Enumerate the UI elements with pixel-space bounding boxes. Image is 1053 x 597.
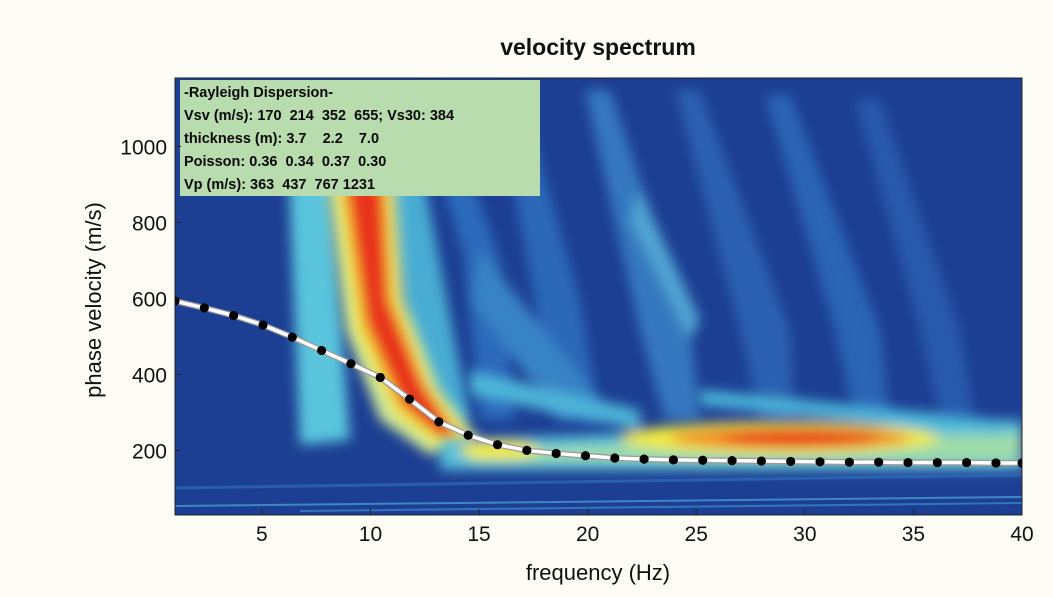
dispersion-point	[376, 373, 385, 382]
dispersion-point	[933, 458, 942, 467]
dispersion-point	[522, 446, 531, 455]
x-tick-label: 35	[902, 523, 925, 546]
dispersion-point	[346, 359, 355, 368]
dispersion-point	[757, 456, 766, 465]
dispersion-point	[991, 458, 1000, 467]
x-tick-label: 40	[1010, 523, 1033, 546]
dispersion-point	[229, 311, 238, 320]
dispersion-point	[581, 451, 590, 460]
dispersion-point	[845, 458, 854, 467]
dispersion-point	[405, 395, 414, 404]
dispersion-point	[610, 453, 619, 462]
dispersion-point	[903, 458, 912, 467]
y-tick-label: 600	[132, 288, 167, 311]
info-line-4: Poisson: 0.36 0.34 0.37 0.30	[184, 154, 386, 170]
info-line-1: -Rayleigh Dispersion-	[184, 85, 333, 101]
dispersion-point	[464, 431, 473, 440]
dispersion-point	[317, 346, 326, 355]
chart-title: velocity spectrum	[500, 34, 696, 60]
dispersion-point	[727, 456, 736, 465]
y-axis-label: phase velocity (m/s)	[81, 202, 106, 398]
dispersion-point	[669, 455, 678, 464]
info-box: -Rayleigh Dispersion- Vsv (m/s): 170 214…	[180, 80, 540, 196]
dispersion-point	[434, 417, 443, 426]
dispersion-point	[493, 440, 502, 449]
y-tick-label: 1000	[120, 136, 167, 159]
dispersion-point	[698, 456, 707, 465]
info-line-2: Vsv (m/s): 170 214 352 655; Vs30: 384	[184, 108, 454, 124]
dispersion-point	[200, 303, 209, 312]
dispersion-point	[258, 320, 267, 329]
dispersion-point	[786, 457, 795, 466]
x-tick-label: 10	[359, 523, 382, 546]
x-tick-label: 15	[467, 523, 490, 546]
dispersion-point	[288, 333, 297, 342]
dispersion-point	[815, 457, 824, 466]
dispersion-point	[552, 449, 561, 458]
y-tick-label: 200	[132, 440, 167, 463]
x-tick-label: 30	[793, 523, 816, 546]
y-tick-label: 800	[132, 212, 167, 235]
x-tick-label: 25	[685, 523, 708, 546]
x-axis-label: frequency (Hz)	[526, 560, 670, 585]
y-axis: 200 400 600 800 1000	[120, 136, 181, 463]
x-tick-label: 20	[576, 523, 599, 546]
y-tick-label: 400	[132, 364, 167, 387]
info-line-5: Vp (m/s): 363 437 767 1231	[184, 177, 375, 193]
x-tick-label: 5	[256, 523, 268, 546]
info-line-3: thickness (m): 3.7 2.2 7.0	[184, 131, 379, 147]
dispersion-point	[640, 455, 649, 464]
dispersion-point	[874, 458, 883, 467]
dispersion-point	[962, 458, 971, 467]
